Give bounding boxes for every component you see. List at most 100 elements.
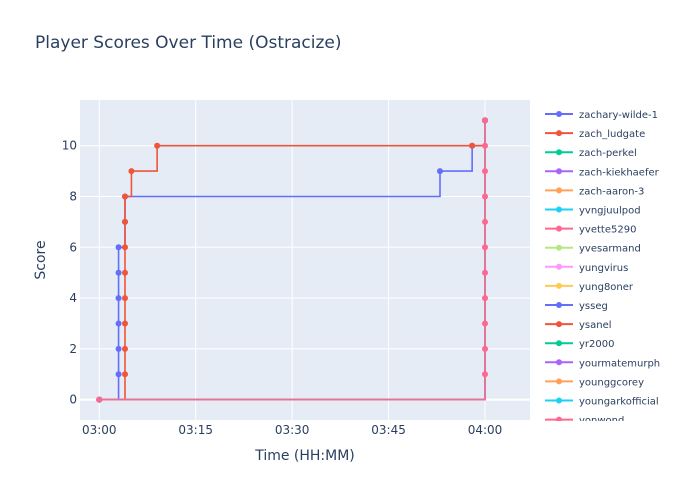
- data-point: [122, 218, 128, 225]
- legend-label: zach-perkel: [579, 148, 637, 159]
- legend-label: zach-aaron-3: [579, 186, 644, 197]
- x-axis-ticks: 03:00 03:15 03:30 03:45 04:00: [82, 423, 502, 437]
- legend-label: yvngjuulpod: [579, 206, 641, 217]
- legend-swatch-marker: [556, 244, 562, 251]
- legend-swatch-marker: [556, 263, 562, 270]
- legend-swatch-marker: [556, 340, 562, 347]
- data-point: [115, 371, 122, 378]
- data-point: [122, 269, 128, 276]
- legend-item[interactable]: zach-perkel: [545, 148, 637, 159]
- legend-label: youngarkofficial: [579, 397, 659, 408]
- data-point: [122, 295, 128, 302]
- x-tick-label: 03:00: [82, 423, 117, 437]
- legend-item[interactable]: zach_ludgate: [545, 129, 645, 140]
- legend-item[interactable]: yvngjuulpod: [545, 206, 641, 217]
- data-point: [437, 168, 443, 175]
- y-tick-label: 0: [69, 393, 77, 407]
- legend-item[interactable]: yr2000: [545, 339, 614, 350]
- legend-label: yungvirus: [579, 263, 628, 274]
- legend-item[interactable]: yvesarmand: [545, 244, 641, 255]
- y-tick-label: 8: [69, 190, 77, 204]
- data-point: [482, 295, 488, 302]
- legend-swatch-marker: [556, 416, 562, 421]
- legend-label: zach_ludgate: [579, 129, 645, 140]
- legend-item[interactable]: yonwond: [545, 416, 624, 427]
- y-tick-label: 4: [69, 291, 77, 305]
- chart-title: Player Scores Over Time (Ostracize): [35, 33, 342, 53]
- legend-item[interactable]: zach-aaron-3: [545, 186, 644, 197]
- series-yonwond: [96, 117, 488, 403]
- data-point: [154, 142, 161, 149]
- legend-label: yvette5290: [579, 225, 636, 236]
- legend-swatch-marker: [556, 225, 562, 232]
- legend-swatch-marker: [556, 282, 562, 289]
- x-tick-label: 03:15: [178, 423, 213, 437]
- data-point: [482, 117, 488, 124]
- legend-swatch-marker: [556, 359, 562, 366]
- y-tick-label: 10: [62, 139, 77, 153]
- legend-swatch-marker: [556, 206, 562, 213]
- legend-item[interactable]: yvette5290: [545, 225, 636, 236]
- legend-item[interactable]: zach-kiekhaefer: [545, 167, 660, 178]
- plot-background: [80, 100, 530, 420]
- legend-label: ysseg: [579, 301, 608, 312]
- data-point: [482, 345, 488, 352]
- legend-swatch-marker: [556, 111, 562, 117]
- legend-label: ysanel: [579, 320, 612, 331]
- legend-item[interactable]: younggcorey: [545, 377, 644, 388]
- data-point: [122, 193, 128, 200]
- series-zach_ludgate: [96, 117, 488, 403]
- x-tick-label: 03:30: [275, 423, 310, 437]
- x-tick-label: 04:00: [468, 423, 503, 437]
- x-axis-label: Time (HH:MM): [254, 448, 355, 464]
- legend-item[interactable]: ysseg: [545, 301, 608, 312]
- legend-label: zach-kiekhaefer: [579, 167, 660, 178]
- y-axis-ticks: 0 2 4 6 8 10: [62, 139, 77, 407]
- data-point: [482, 168, 488, 175]
- y-tick-label: 2: [69, 342, 77, 356]
- legend-item[interactable]: youngarkofficial: [545, 397, 659, 408]
- legend-swatch-marker: [556, 397, 562, 404]
- legend-label: zachary-wilde-1: [579, 110, 658, 121]
- data-point: [115, 269, 122, 276]
- x-tick-label: 03:45: [371, 423, 406, 437]
- legend-item[interactable]: yourmatemurph: [545, 358, 660, 369]
- data-point: [96, 396, 103, 403]
- data-point: [482, 193, 488, 200]
- legend[interactable]: zachary-wilde-1 zach_ludgate zach-perkel za…: [545, 110, 660, 427]
- data-point: [482, 218, 488, 225]
- legend-item[interactable]: ysanel: [545, 320, 612, 331]
- data-point: [482, 371, 488, 378]
- data-point: [115, 320, 122, 327]
- legend-label: yvesarmand: [579, 244, 641, 255]
- legend-swatch-marker: [556, 149, 562, 156]
- legend-swatch-marker: [556, 130, 562, 137]
- legend-swatch-marker: [556, 321, 562, 328]
- legend-swatch-marker: [556, 378, 562, 385]
- legend-item[interactable]: yungvirus: [545, 263, 628, 274]
- legend-swatch-marker: [556, 187, 562, 194]
- data-point: [482, 244, 488, 251]
- y-tick-label: 6: [69, 240, 77, 254]
- data-point: [115, 244, 122, 251]
- data-point: [482, 142, 488, 149]
- legend-item[interactable]: zachary-wilde-1: [545, 110, 658, 121]
- legend-label: yung8oner: [579, 282, 634, 293]
- data-point: [122, 371, 128, 378]
- data-point: [482, 269, 488, 276]
- data-point: [115, 295, 122, 302]
- data-point: [122, 320, 128, 327]
- data-point: [469, 142, 476, 149]
- data-point: [122, 244, 128, 251]
- data-point: [128, 168, 135, 175]
- traces: [96, 117, 488, 403]
- legend-swatch-marker: [556, 302, 562, 308]
- legend-label: yr2000: [579, 339, 614, 350]
- legend-item[interactable]: yung8oner: [545, 282, 634, 293]
- legend-label: yourmatemurph: [579, 358, 660, 369]
- data-point: [122, 345, 128, 352]
- legend-label: yonwond: [579, 416, 624, 427]
- legend-swatch-marker: [556, 168, 562, 175]
- data-point: [115, 345, 122, 352]
